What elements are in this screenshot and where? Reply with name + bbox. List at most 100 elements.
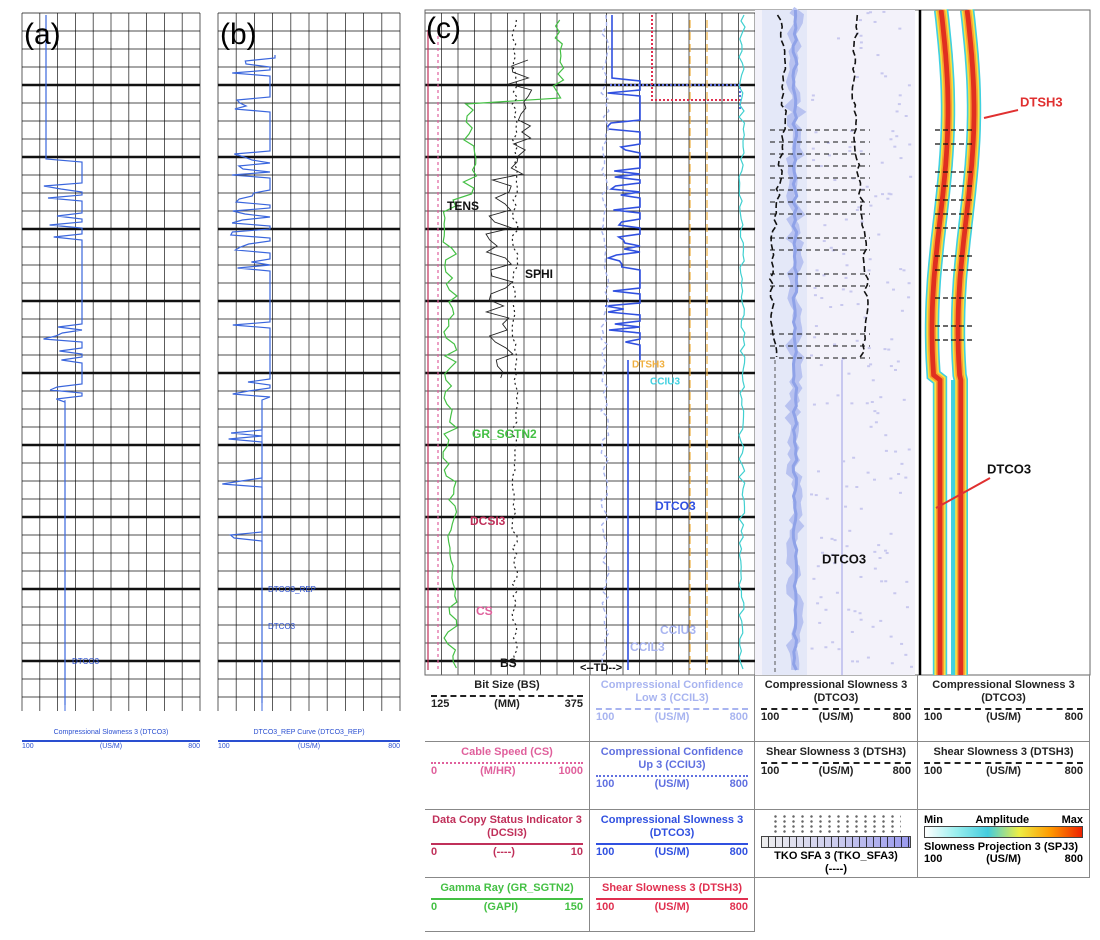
waveform-speck [842, 460, 846, 463]
footer-title: Compressional Slowness 3 (DTCO3) [53, 729, 169, 736]
waveform-speck [882, 10, 886, 13]
waveform-speck [859, 575, 863, 578]
scale-unit: (M/HR) [480, 765, 516, 777]
curve-annotation: TENS [447, 199, 479, 213]
waveform-speck [844, 276, 848, 279]
legend-title: Compressional Slowness 3 (DTCO3) [600, 814, 744, 839]
waveform-speck [867, 365, 871, 368]
waveform-speck [879, 619, 883, 622]
waveform-speck [866, 12, 870, 15]
scale-min: 100 [218, 743, 230, 750]
waveform-speck [837, 648, 841, 651]
waveform-speck [889, 138, 893, 141]
scale-max: 1000 [558, 765, 583, 777]
waveform-speck [814, 325, 818, 328]
waveform-speck [844, 218, 848, 221]
scale-max: 800 [1064, 853, 1083, 865]
scale-unit: (US/M) [654, 778, 690, 790]
waveform-speck [869, 11, 873, 14]
scale-max: 800 [188, 743, 200, 750]
waveform-speck [889, 193, 893, 196]
waveform-speck [836, 394, 840, 397]
waveform-speck [909, 665, 913, 668]
waveform-speck [816, 470, 820, 473]
waveform-speck [814, 131, 818, 134]
legend-title: Compressional Slowness 3 (DTCO3) [764, 679, 908, 704]
log-curve [600, 14, 610, 670]
scale-unit: (US/M) [297, 743, 321, 750]
scale-unit: (US/M) [986, 765, 1021, 777]
scale-min: 100 [596, 711, 615, 723]
curve-annotation: CCIL3 [630, 640, 665, 654]
scale-max: 800 [1064, 711, 1083, 723]
waveform-speck [884, 75, 888, 78]
waveform-speck [884, 580, 888, 583]
waveform-speck [908, 143, 912, 146]
legend-entry: Cable Speed (CS) 0 (M/HR) 1000 [425, 742, 590, 810]
waveform-speck [855, 208, 859, 211]
footer-scale: 100 (US/M) 800 [218, 743, 400, 750]
log-curve [738, 14, 746, 670]
waveform-speck [873, 567, 877, 570]
curve-annotation: DTCO3 [987, 461, 1031, 476]
curve-annotation: <--TD--> [580, 662, 622, 674]
waveform-speck [873, 550, 877, 553]
projection-band [929, 9, 951, 675]
waveform-speck [907, 448, 911, 451]
scale-max: 800 [729, 778, 748, 790]
waveform-speck [900, 462, 904, 465]
waveform-speck [850, 630, 854, 633]
waveform-speck [812, 403, 816, 406]
legend-entry: Compressional Slowness 3 (DTCO3) 100 (US/M… [755, 675, 918, 742]
waveform-speck [845, 264, 849, 267]
waveform-speck [833, 539, 837, 542]
log-curve [484, 59, 533, 379]
scale-min: 100 [761, 765, 780, 777]
waveform-speck [868, 258, 872, 261]
waveform-speck [820, 536, 824, 539]
waveform-speck [900, 309, 904, 312]
scale-word: Max [1061, 814, 1083, 826]
waveform-speck [867, 269, 871, 272]
scale-unit: (US/M) [986, 853, 1021, 865]
legend-entry: Compressional Slowness 3 (DTCO3) 100 (US/M… [918, 675, 1090, 742]
waveform-speck [898, 94, 902, 97]
log-curve [604, 15, 641, 360]
waveform-speck [869, 204, 873, 207]
scale-min: 0 [431, 901, 438, 913]
waveform-speck [898, 27, 902, 30]
legend-entry: TKO SFA 3 (TKO_SFA3) (----) [755, 810, 918, 878]
scale-unit: (US/M) [818, 711, 854, 723]
curve-annotation: CCIU3 [650, 377, 680, 388]
curve-annotation: BS [500, 656, 517, 670]
panel-label: (a) [24, 18, 61, 51]
waveform-speck [816, 565, 820, 568]
waveform-speck [899, 268, 903, 271]
track-footer: Compressional Slowness 3 (DTCO3) 100 (US/M… [22, 726, 200, 750]
legend-title: TKO SFA 3 (TKO_SFA3) [774, 850, 898, 862]
waveform-speck [833, 179, 837, 182]
waveform-speck [880, 161, 884, 164]
scale-max: 150 [564, 901, 583, 913]
waveform-speck [893, 592, 897, 595]
waveform-speck [877, 233, 881, 236]
waveform-speck [904, 476, 908, 479]
legend-scale: 100 (US/M) 800 [596, 711, 748, 723]
waveform-speck [894, 450, 898, 453]
waveform-speck [904, 653, 908, 656]
waveform-speck [850, 130, 854, 133]
waveform-speck [833, 562, 837, 565]
legend-title: Compressional Slowness 3 (DTCO3) [932, 679, 1075, 704]
waveform-speck [865, 185, 869, 188]
waveform-speck [852, 456, 856, 459]
legend-entry: Bit Size (BS) 125 (MM) 375 [425, 675, 590, 742]
waveform-speck [819, 596, 823, 599]
legend-entry: Compressional Slowness 3 (DTCO3) 100 (US/M… [590, 810, 755, 878]
waveform-speck [829, 246, 833, 249]
waveform-speck [896, 360, 900, 363]
legend-scale: 100 (US/M) 800 [924, 853, 1083, 865]
waveform-speck [899, 157, 903, 160]
log-curve [768, 14, 788, 357]
curve-annotation: DTCO3_REP [268, 585, 316, 594]
